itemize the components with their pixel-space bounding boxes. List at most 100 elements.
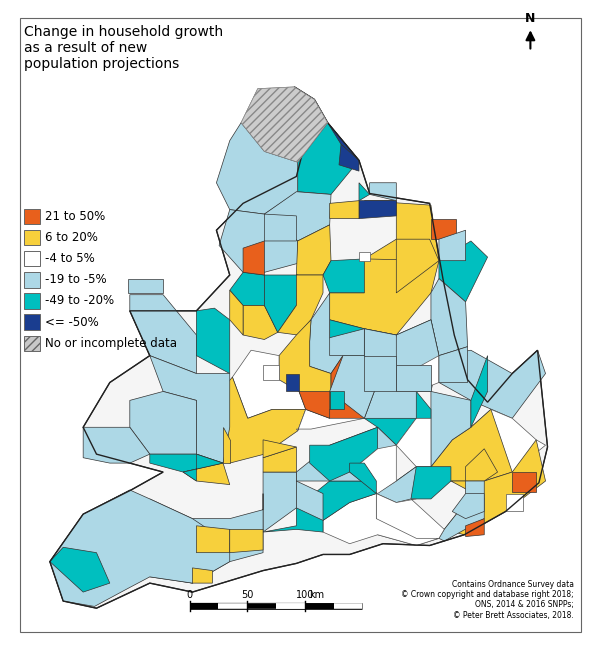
- Polygon shape: [328, 123, 359, 161]
- Text: 21 to 50%: 21 to 50%: [44, 210, 105, 223]
- Polygon shape: [310, 427, 377, 481]
- Text: 0: 0: [187, 590, 193, 599]
- Polygon shape: [50, 490, 230, 606]
- Polygon shape: [230, 272, 265, 305]
- Polygon shape: [243, 306, 278, 339]
- Polygon shape: [359, 183, 370, 201]
- Bar: [25, 315, 40, 330]
- Polygon shape: [329, 201, 359, 218]
- Polygon shape: [279, 320, 331, 410]
- Polygon shape: [217, 123, 298, 214]
- Polygon shape: [329, 391, 344, 410]
- Polygon shape: [232, 350, 305, 419]
- Polygon shape: [50, 547, 110, 592]
- Polygon shape: [396, 320, 439, 391]
- Polygon shape: [359, 252, 370, 261]
- Text: No or incomplete data: No or incomplete data: [44, 337, 176, 350]
- Polygon shape: [305, 356, 377, 419]
- Polygon shape: [296, 481, 323, 521]
- Polygon shape: [396, 419, 431, 467]
- Polygon shape: [471, 410, 545, 472]
- Polygon shape: [265, 192, 331, 241]
- Text: Contains Ordnance Survey data
© Crown copyright and database right 2018;
ONS, 20: Contains Ordnance Survey data © Crown co…: [401, 580, 574, 619]
- Polygon shape: [396, 239, 439, 293]
- Polygon shape: [376, 493, 444, 545]
- Polygon shape: [512, 472, 536, 492]
- Polygon shape: [364, 356, 396, 391]
- Polygon shape: [431, 279, 467, 356]
- Polygon shape: [323, 259, 396, 293]
- Polygon shape: [452, 493, 484, 519]
- Polygon shape: [150, 454, 223, 472]
- Polygon shape: [431, 391, 471, 467]
- Polygon shape: [83, 427, 150, 463]
- Polygon shape: [298, 123, 359, 194]
- Polygon shape: [471, 356, 488, 427]
- Polygon shape: [439, 230, 466, 261]
- Bar: [25, 209, 40, 224]
- Polygon shape: [241, 87, 328, 162]
- Polygon shape: [466, 481, 484, 502]
- Text: Change in household growth
as a result of new
population projections: Change in household growth as a result o…: [23, 25, 223, 71]
- Text: 6 to 20%: 6 to 20%: [44, 231, 98, 244]
- Polygon shape: [278, 275, 323, 335]
- Polygon shape: [183, 463, 230, 485]
- Polygon shape: [329, 259, 439, 335]
- Polygon shape: [130, 391, 196, 454]
- Polygon shape: [263, 472, 296, 532]
- Polygon shape: [396, 467, 451, 499]
- Bar: [25, 293, 40, 309]
- Polygon shape: [364, 329, 416, 419]
- Polygon shape: [296, 427, 396, 481]
- Text: N: N: [525, 12, 536, 25]
- Polygon shape: [329, 320, 439, 391]
- Polygon shape: [431, 410, 512, 481]
- Polygon shape: [364, 201, 439, 293]
- Polygon shape: [286, 374, 299, 391]
- Polygon shape: [263, 481, 376, 532]
- Polygon shape: [223, 427, 230, 463]
- Polygon shape: [439, 346, 467, 382]
- Polygon shape: [196, 526, 230, 552]
- Polygon shape: [263, 447, 296, 472]
- Polygon shape: [150, 493, 263, 583]
- Polygon shape: [130, 294, 196, 374]
- Polygon shape: [50, 87, 548, 608]
- Polygon shape: [396, 368, 416, 391]
- Polygon shape: [230, 529, 263, 552]
- Polygon shape: [219, 209, 298, 272]
- Polygon shape: [243, 241, 265, 275]
- Polygon shape: [439, 499, 484, 541]
- Polygon shape: [329, 329, 364, 356]
- Text: 100: 100: [296, 590, 314, 599]
- Polygon shape: [296, 225, 331, 275]
- Polygon shape: [350, 463, 376, 493]
- Polygon shape: [466, 519, 484, 536]
- Text: -49 to -20%: -49 to -20%: [44, 294, 114, 307]
- Polygon shape: [265, 275, 298, 332]
- Polygon shape: [416, 356, 439, 391]
- Polygon shape: [193, 568, 212, 583]
- Polygon shape: [310, 293, 343, 374]
- Text: 50: 50: [241, 590, 253, 599]
- Bar: [25, 272, 40, 287]
- Polygon shape: [263, 365, 279, 380]
- Polygon shape: [439, 241, 488, 302]
- Polygon shape: [241, 87, 328, 162]
- Polygon shape: [296, 410, 364, 431]
- Polygon shape: [370, 183, 396, 201]
- Polygon shape: [396, 365, 431, 391]
- Bar: [25, 335, 40, 351]
- Polygon shape: [265, 214, 296, 241]
- Polygon shape: [128, 279, 163, 293]
- Polygon shape: [350, 445, 396, 493]
- Text: -19 to -5%: -19 to -5%: [44, 274, 106, 287]
- Text: km: km: [310, 590, 325, 599]
- Polygon shape: [150, 356, 230, 463]
- Polygon shape: [263, 440, 296, 458]
- Polygon shape: [339, 144, 359, 171]
- Polygon shape: [230, 291, 243, 335]
- Polygon shape: [150, 550, 193, 583]
- Polygon shape: [444, 440, 545, 535]
- Bar: [25, 251, 40, 266]
